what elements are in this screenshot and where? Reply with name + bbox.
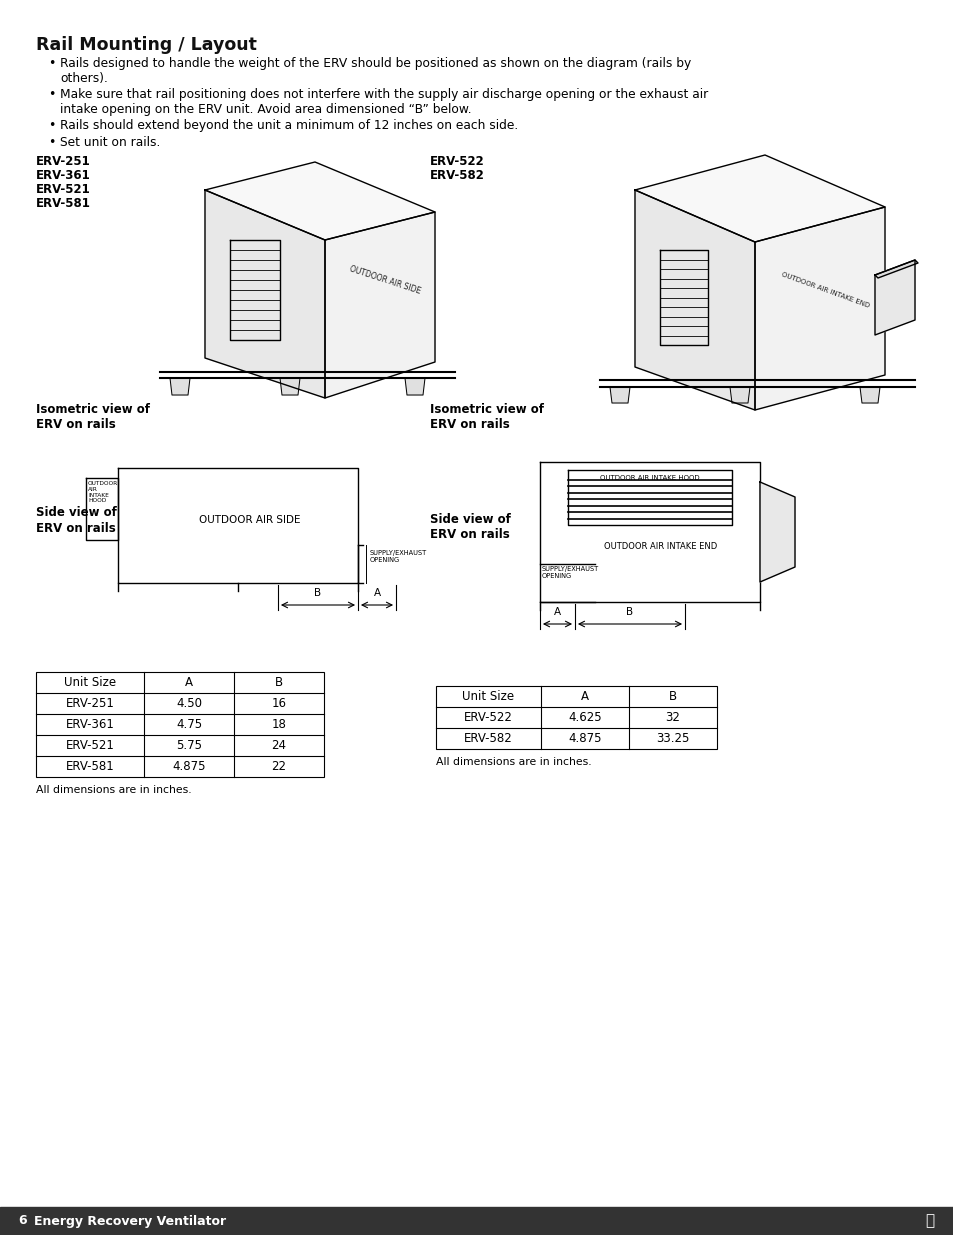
Text: •: •	[48, 136, 55, 149]
Text: OUTDOOR AIR SIDE: OUTDOOR AIR SIDE	[348, 264, 421, 295]
Text: ERV-522: ERV-522	[430, 156, 484, 168]
Text: OUTDOOR AIR INTAKE END: OUTDOOR AIR INTAKE END	[604, 542, 717, 551]
Text: Rails designed to handle the weight of the ERV should be positioned as shown on : Rails designed to handle the weight of t…	[60, 57, 691, 85]
Text: ERV-581: ERV-581	[66, 760, 114, 773]
Text: Isometric view of
ERV on rails: Isometric view of ERV on rails	[430, 403, 543, 431]
Polygon shape	[280, 378, 299, 395]
Text: Unit Size: Unit Size	[462, 690, 514, 703]
Text: •: •	[48, 88, 55, 101]
Text: ERV-361: ERV-361	[36, 169, 91, 182]
Polygon shape	[635, 190, 754, 410]
Text: 4.875: 4.875	[568, 732, 601, 745]
Text: All dimensions are in inches.: All dimensions are in inches.	[436, 757, 591, 767]
Text: All dimensions are in inches.: All dimensions are in inches.	[36, 785, 192, 795]
Text: Rails should extend beyond the unit a minimum of 12 inches on each side.: Rails should extend beyond the unit a mi…	[60, 119, 517, 132]
Bar	[36, 672, 324, 777]
Text: 4.75: 4.75	[175, 718, 202, 731]
Polygon shape	[609, 387, 629, 403]
Text: 4.625: 4.625	[568, 711, 601, 724]
Polygon shape	[760, 482, 794, 582]
Text: OUTDOOR AIR INTAKE END: OUTDOOR AIR INTAKE END	[780, 272, 869, 309]
Text: A: A	[185, 676, 193, 689]
Polygon shape	[205, 162, 435, 240]
Text: Make sure that rail positioning does not interfere with the supply air discharge: Make sure that rail positioning does not…	[60, 88, 707, 116]
Polygon shape	[754, 207, 884, 410]
Text: Side view of
ERV on rails: Side view of ERV on rails	[430, 513, 511, 541]
Text: 18: 18	[272, 718, 286, 731]
Text: ERV-521: ERV-521	[66, 739, 114, 752]
Text: •: •	[48, 119, 55, 132]
Text: SUPPLY/EXHAUST
OPENING: SUPPLY/EXHAUST OPENING	[541, 566, 598, 579]
Text: OUTDOOR
AIR
INTAKE
HOOD: OUTDOOR AIR INTAKE HOOD	[88, 480, 118, 504]
Text: B: B	[314, 588, 321, 598]
Text: Set unit on rails.: Set unit on rails.	[60, 136, 160, 149]
Text: 22: 22	[272, 760, 286, 773]
Polygon shape	[325, 212, 435, 398]
Polygon shape	[874, 261, 914, 335]
Text: SUPPLY/EXHAUST
OPENING: SUPPLY/EXHAUST OPENING	[370, 550, 427, 563]
Text: A: A	[554, 606, 560, 618]
Text: ⎗: ⎗	[923, 1214, 933, 1229]
Text: ERV-522: ERV-522	[463, 711, 513, 724]
Text: Side view of
ERV on rails: Side view of ERV on rails	[36, 506, 117, 535]
Text: A: A	[373, 588, 380, 598]
Polygon shape	[729, 387, 749, 403]
Text: 24: 24	[272, 739, 286, 752]
Text: ERV-581: ERV-581	[36, 198, 91, 210]
Text: B: B	[668, 690, 677, 703]
Text: A: A	[580, 690, 588, 703]
Text: Rail Mounting / Layout: Rail Mounting / Layout	[36, 36, 256, 54]
Polygon shape	[170, 378, 190, 395]
Text: •: •	[48, 57, 55, 70]
Polygon shape	[635, 156, 884, 242]
Text: 5.75: 5.75	[175, 739, 202, 752]
Text: ERV-582: ERV-582	[464, 732, 513, 745]
Polygon shape	[405, 378, 424, 395]
Text: Energy Recovery Ventilator: Energy Recovery Ventilator	[34, 1214, 226, 1228]
Text: 6: 6	[18, 1214, 27, 1228]
Text: Isometric view of
ERV on rails: Isometric view of ERV on rails	[36, 403, 150, 431]
Text: B: B	[274, 676, 283, 689]
Text: OUTDOOR AIR INTAKE HOOD: OUTDOOR AIR INTAKE HOOD	[599, 475, 700, 480]
Text: B: B	[626, 606, 633, 618]
Bar	[436, 685, 717, 748]
Polygon shape	[859, 387, 879, 403]
Text: 33.25: 33.25	[656, 732, 689, 745]
Text: OUTDOOR AIR SIDE: OUTDOOR AIR SIDE	[199, 515, 300, 525]
Text: ERV-251: ERV-251	[66, 697, 114, 710]
Text: ERV-361: ERV-361	[66, 718, 114, 731]
Bar	[0, 1207, 953, 1235]
Text: ERV-521: ERV-521	[36, 183, 91, 196]
Polygon shape	[874, 261, 917, 278]
Text: 16: 16	[272, 697, 286, 710]
Polygon shape	[205, 190, 325, 398]
Text: ERV-251: ERV-251	[36, 156, 91, 168]
Text: 32: 32	[665, 711, 679, 724]
Text: Unit Size: Unit Size	[64, 676, 116, 689]
Text: 4.875: 4.875	[172, 760, 206, 773]
Text: 4.50: 4.50	[175, 697, 202, 710]
Text: ERV-582: ERV-582	[430, 169, 484, 182]
